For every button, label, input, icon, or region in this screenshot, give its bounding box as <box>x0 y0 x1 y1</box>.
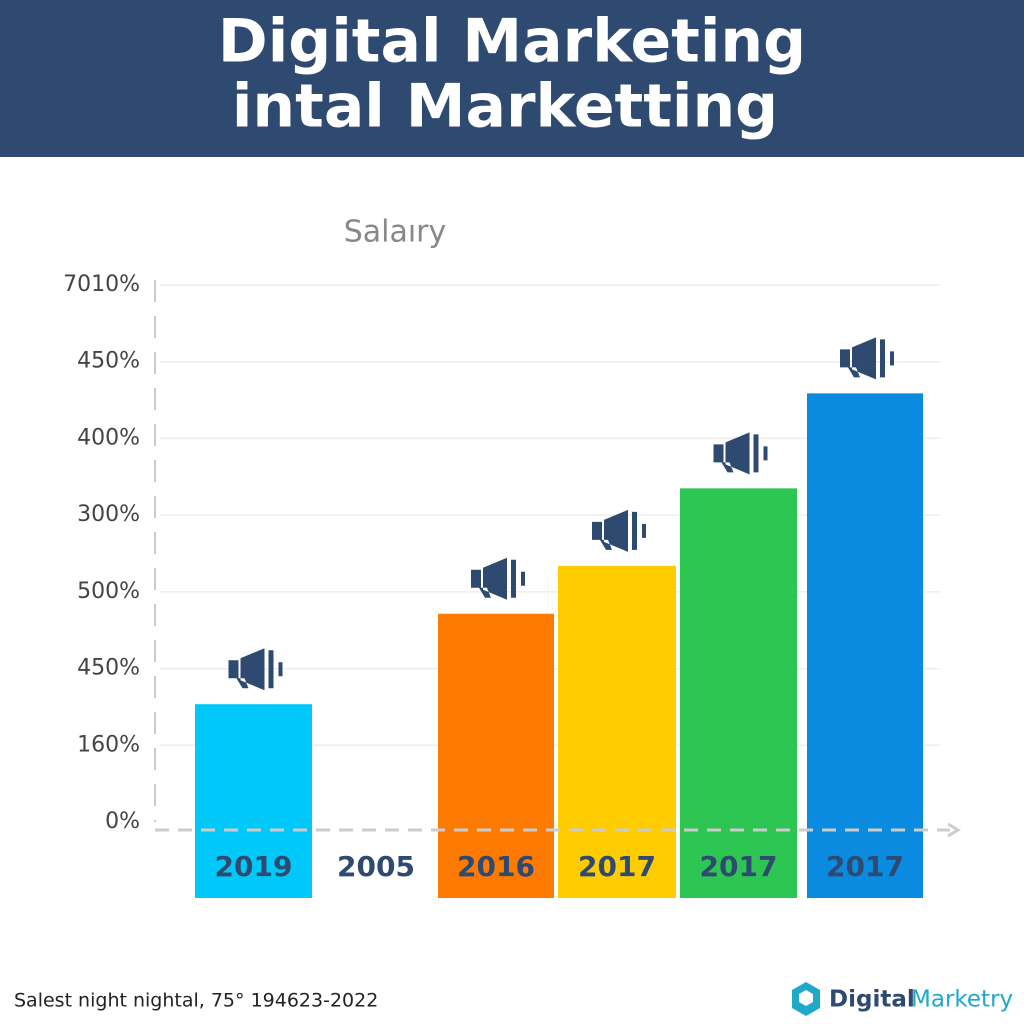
y-tick-label: 400% <box>77 425 140 450</box>
megaphone-body <box>840 337 894 380</box>
x-tick-label: 2017 <box>578 850 656 883</box>
y-tick-label: 500% <box>77 579 140 604</box>
bar <box>438 613 554 898</box>
megaphone-body <box>228 648 283 691</box>
megaphone-icon <box>713 432 768 475</box>
chart-title: Digital Marketing <box>218 7 806 77</box>
megaphone-icon <box>592 509 646 552</box>
y-tick-label: 450% <box>77 349 140 374</box>
chart-subtitle: Salaıry <box>344 215 447 250</box>
x-tick-label: 2016 <box>457 850 535 883</box>
bar <box>195 704 312 898</box>
brand-name: Digital <box>829 987 915 1013</box>
chart-title: intal Marketting <box>232 72 778 142</box>
y-tick-label: 7010% <box>63 272 140 297</box>
x-tick-label: 2019 <box>215 850 293 883</box>
bar <box>680 488 797 898</box>
megaphone-icon <box>471 557 525 600</box>
x-tick-label: 2017 <box>826 850 904 883</box>
footer: Salest night nightal, 75° 194623-2022 <box>14 990 378 1012</box>
megaphone-icon <box>840 337 894 380</box>
y-tick-label: 160% <box>77 732 140 757</box>
x-axis-arrow <box>947 822 961 838</box>
bar <box>807 393 923 898</box>
megaphone-body <box>471 557 525 600</box>
x-tick-label: 2017 <box>700 850 778 883</box>
megaphone-body <box>592 509 646 552</box>
header-band <box>0 0 1024 157</box>
bar <box>558 565 676 898</box>
x-tick-label: 2005 <box>337 850 415 883</box>
y-tick-label: 450% <box>77 656 140 681</box>
brand-name: Marketry <box>911 987 1013 1013</box>
megaphone-icon <box>228 648 283 691</box>
y-tick-label: 0% <box>105 809 140 834</box>
brand-icon <box>792 982 820 1016</box>
megaphone-body <box>713 432 768 475</box>
y-tick-label: 300% <box>77 502 140 527</box>
